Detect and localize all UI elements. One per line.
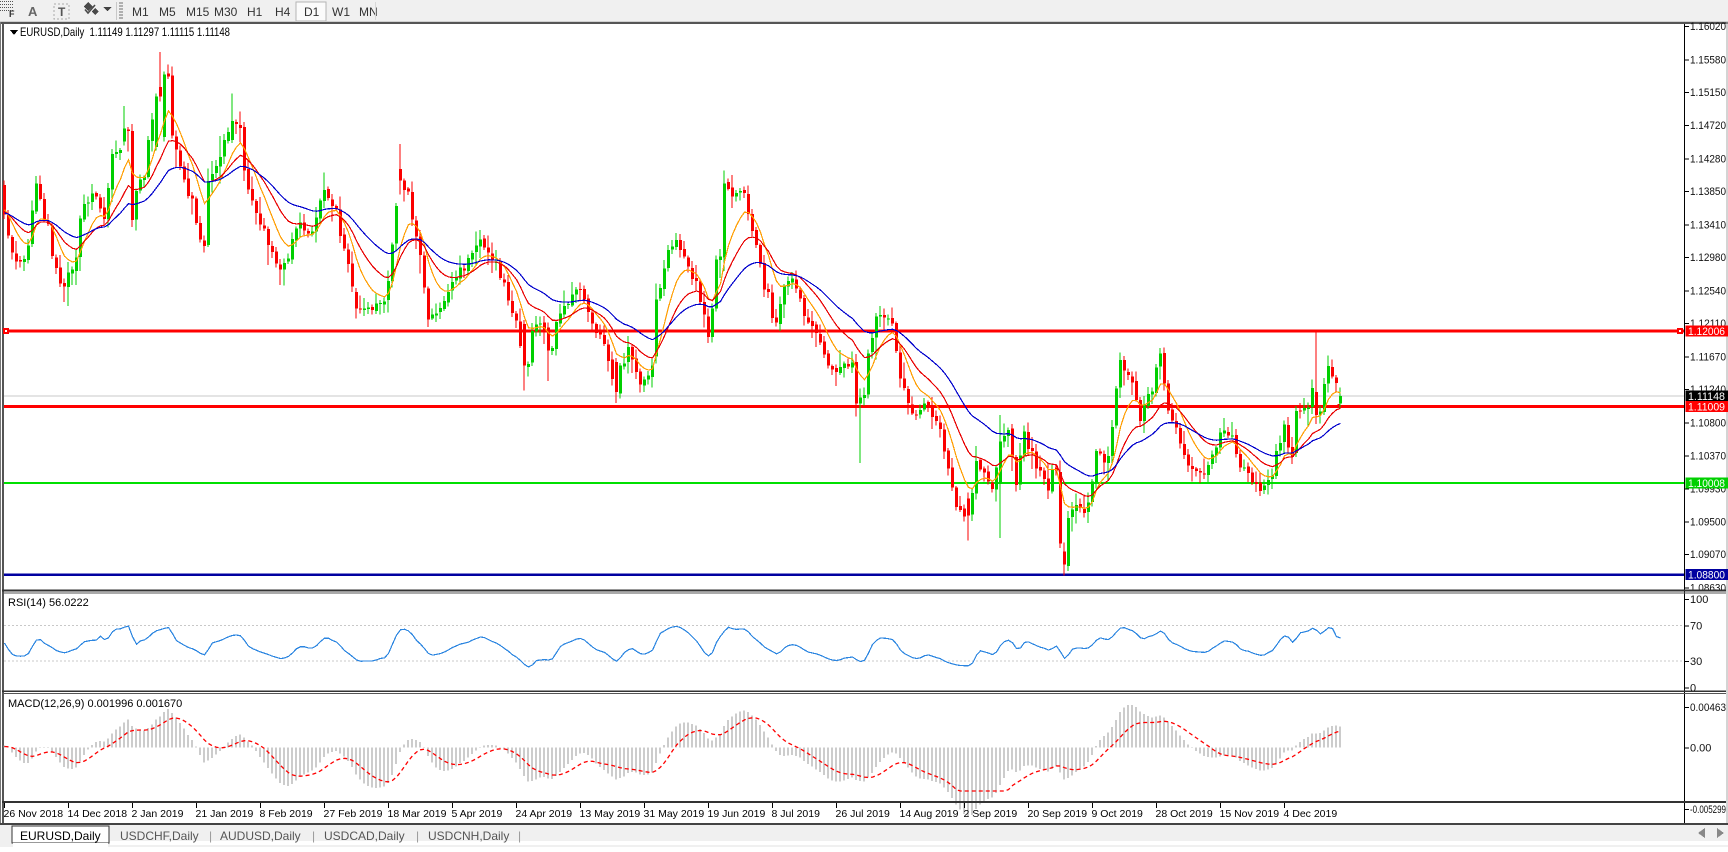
svg-text:18 Mar 2019: 18 Mar 2019 [388,808,447,820]
svg-text:1.11670: 1.11670 [1690,352,1726,364]
svg-text:M15: M15 [186,5,210,19]
svg-text:|: | [518,829,521,843]
svg-text:|: | [416,829,419,843]
svg-text:26 Jul 2019: 26 Jul 2019 [836,808,890,820]
svg-text:-0.005299: -0.005299 [1690,804,1726,816]
svg-text:A: A [28,4,38,19]
svg-text:15 Nov 2019: 15 Nov 2019 [1220,808,1280,820]
svg-text:1.14720: 1.14720 [1690,120,1726,132]
svg-text:13 May 2019: 13 May 2019 [580,808,641,820]
svg-text:1.09070: 1.09070 [1690,549,1726,561]
svg-text:H1: H1 [247,5,263,19]
svg-text:1.12980: 1.12980 [1690,252,1726,264]
svg-text:1.10008: 1.10008 [1688,478,1725,490]
svg-text:USDCAD,Daily: USDCAD,Daily [324,829,405,843]
svg-text:5 Apr 2019: 5 Apr 2019 [452,808,503,820]
svg-text:W1: W1 [332,5,350,19]
svg-text:19 Jun 2019: 19 Jun 2019 [708,808,766,820]
svg-text:F: F [9,9,15,19]
svg-text:20 Sep 2019: 20 Sep 2019 [1028,808,1088,820]
svg-text:M30: M30 [214,5,238,19]
svg-text:0.00463: 0.00463 [1690,702,1726,714]
svg-text:21 Jan 2019: 21 Jan 2019 [196,808,254,820]
svg-text:1.15580: 1.15580 [1690,55,1726,67]
svg-text:26 Nov 2018: 26 Nov 2018 [4,808,64,820]
svg-text:1.15150: 1.15150 [1690,87,1726,99]
svg-text:0.00: 0.00 [1690,743,1711,755]
svg-text:31 May 2019: 31 May 2019 [644,808,705,820]
svg-text:USDCHF,Daily: USDCHF,Daily [120,829,199,843]
svg-text:1.14280: 1.14280 [1690,153,1726,165]
svg-text:8 Feb 2019: 8 Feb 2019 [260,808,313,820]
svg-text:USDCNH,Daily: USDCNH,Daily [428,829,509,843]
svg-text:4 Dec 2019: 4 Dec 2019 [1284,808,1338,820]
svg-text:T: T [58,5,66,19]
svg-text:|: | [209,829,212,843]
svg-text:9 Oct 2019: 9 Oct 2019 [1092,808,1144,820]
svg-text:EURUSD,Daily: EURUSD,Daily [20,829,101,843]
svg-text:27 Feb 2019: 27 Feb 2019 [324,808,383,820]
svg-text:RSI(14) 56.0222: RSI(14) 56.0222 [8,597,89,609]
svg-text:8 Jul 2019: 8 Jul 2019 [772,808,821,820]
svg-text:MACD(12,26,9) 0.001996 0.00167: MACD(12,26,9) 0.001996 0.001670 [8,698,182,710]
svg-text:EURUSD,Daily 1.11149 1.11297: EURUSD,Daily 1.11149 1.11297 1.11115 1.1… [20,25,230,39]
svg-text:1.09500: 1.09500 [1690,516,1726,528]
svg-text:1.13410: 1.13410 [1690,219,1726,231]
svg-text:2 Jan 2019: 2 Jan 2019 [132,808,184,820]
svg-text:1.10370: 1.10370 [1690,450,1726,462]
svg-text:MN: MN [359,5,378,19]
svg-text:1.08800: 1.08800 [1688,570,1725,582]
svg-text:AUDUSD,Daily: AUDUSD,Daily [220,829,301,843]
svg-text:1.12006: 1.12006 [1688,326,1725,338]
svg-text:1.08630: 1.08630 [1690,582,1726,594]
svg-text:2 Sep 2019: 2 Sep 2019 [964,808,1018,820]
svg-text:24 Apr 2019: 24 Apr 2019 [516,808,573,820]
svg-text:1.12540: 1.12540 [1690,285,1726,297]
svg-text:14 Dec 2018: 14 Dec 2018 [68,808,128,820]
svg-text:|: | [312,829,315,843]
svg-text:28 Oct 2019: 28 Oct 2019 [1156,808,1213,820]
svg-text:1.13850: 1.13850 [1690,186,1726,198]
svg-text:0: 0 [1690,683,1696,695]
svg-text:M1: M1 [132,5,149,19]
svg-text:100: 100 [1690,594,1708,606]
svg-text:30: 30 [1690,656,1702,668]
svg-text:D1: D1 [304,5,320,19]
svg-text:H4: H4 [275,5,291,19]
svg-text:14 Aug 2019: 14 Aug 2019 [900,808,959,820]
svg-text:1.16020: 1.16020 [1690,21,1726,33]
svg-text:70: 70 [1690,621,1702,633]
svg-text:1.11009: 1.11009 [1688,402,1725,414]
svg-text:M5: M5 [159,5,176,19]
svg-text:1.10800: 1.10800 [1690,418,1726,430]
